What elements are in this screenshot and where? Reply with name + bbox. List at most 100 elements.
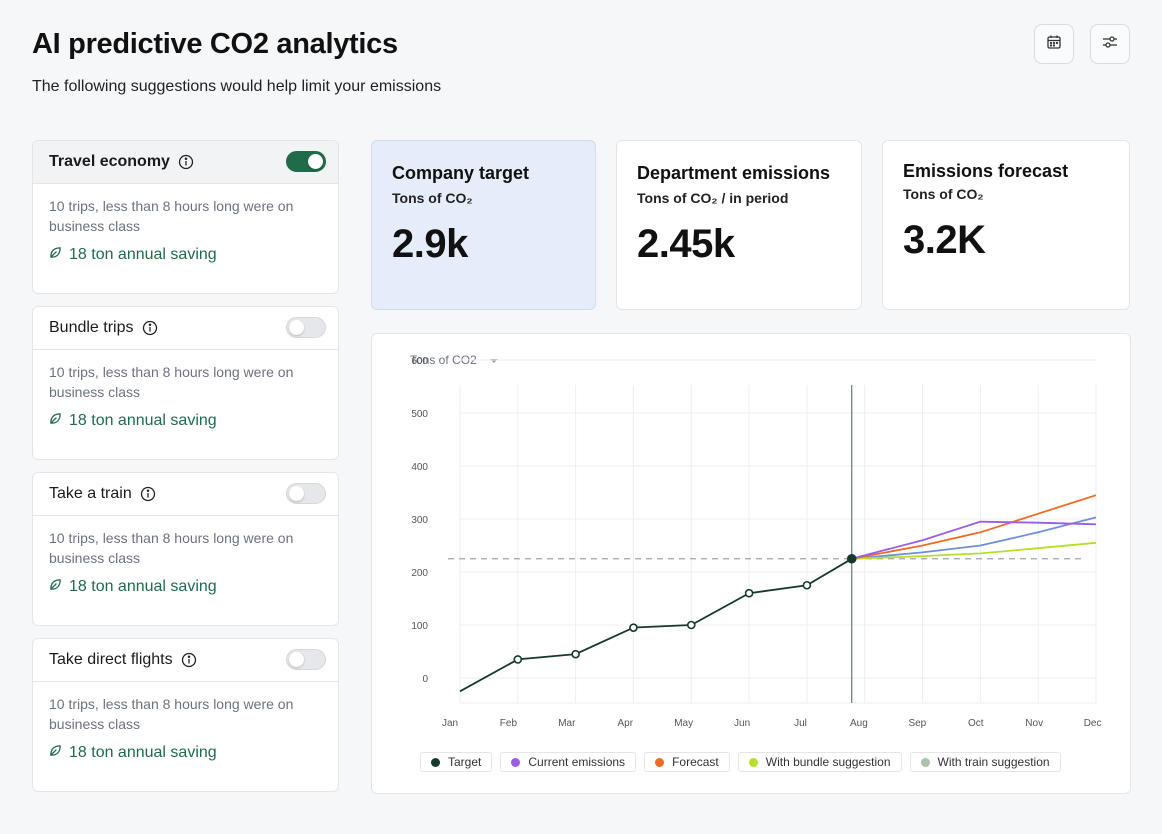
toggle-knob bbox=[289, 652, 304, 667]
kpi-title: Emissions forecast bbox=[903, 161, 1069, 181]
x-tick-label: Nov bbox=[1025, 718, 1043, 729]
page-subtitle: The following suggestions would help lim… bbox=[32, 78, 442, 95]
series-line-current-emissions bbox=[851, 520, 1097, 560]
legend-label: Current emissions bbox=[528, 755, 626, 769]
calendar-button[interactable] bbox=[1034, 24, 1074, 64]
saving-text: 18 ton annual saving bbox=[69, 744, 217, 761]
suggestion-toggle[interactable] bbox=[286, 649, 326, 670]
x-tick-label: Aug bbox=[850, 718, 868, 729]
suggestion-description: 10 trips, less than 8 hours long were on… bbox=[49, 696, 294, 732]
target-point bbox=[513, 655, 523, 664]
suggestion-card-take-direct-flights: Take direct flights 10 trips, less than … bbox=[32, 638, 339, 792]
x-tick-label: Sep bbox=[908, 718, 926, 729]
suggestion-card-travel-economy: Travel economy 10 trips, less than 8 hou… bbox=[32, 140, 339, 294]
unit-selector-label: Tons of CO2 bbox=[410, 353, 477, 367]
target-point bbox=[802, 580, 812, 590]
suggestion-description: 10 trips, less than 8 hours long were on… bbox=[49, 530, 294, 566]
kpi-subtitle: Tons of CO₂ bbox=[903, 186, 984, 202]
legend-dot bbox=[431, 757, 440, 767]
suggestion-header: Take direct flights bbox=[33, 639, 338, 682]
legend-item[interactable]: With bundle suggestion bbox=[737, 752, 902, 772]
y-tick-label: 300 bbox=[411, 515, 428, 526]
target-point bbox=[744, 588, 754, 598]
x-tick-label: Mar bbox=[558, 718, 576, 729]
y-tick-label: 500 bbox=[411, 409, 428, 420]
kpi-company-target: Company target Tons of CO₂ 2.9k bbox=[371, 140, 596, 310]
suggestion-saving: 18 ton annual saving bbox=[33, 568, 338, 596]
y-tick-label: 0 bbox=[422, 674, 428, 685]
suggestion-header: Take a train bbox=[33, 473, 338, 516]
x-tick-label: Dec bbox=[1084, 718, 1102, 729]
legend-dot bbox=[920, 757, 930, 767]
kpi-subtitle: Tons of CO₂ / in period bbox=[637, 190, 789, 206]
filter-settings-button[interactable] bbox=[1090, 24, 1130, 64]
target-point bbox=[571, 649, 580, 659]
suggestion-title: Travel economy bbox=[49, 153, 170, 170]
target-point bbox=[846, 553, 857, 564]
kpi-department-emissions: Department emissions Tons of CO₂ / in pe… bbox=[616, 140, 862, 310]
legend-label: Target bbox=[448, 755, 482, 769]
chart-legend: Target Current emissions Forecast With bund… bbox=[420, 752, 1061, 772]
y-tick-label: 200 bbox=[411, 568, 428, 579]
legend-item[interactable]: Forecast bbox=[644, 752, 730, 772]
kpi-value: 2.9k bbox=[392, 222, 468, 266]
suggestion-title: Bundle trips bbox=[49, 319, 134, 336]
emissions-chart-card: Tons of CO2 0 100 200 300 400 500 600 Jan Feb Mar… bbox=[371, 333, 1131, 794]
emissions-line-chart: 0 100 200 300 400 500 600 Jan Feb Mar Apr May Jun Jul… bbox=[411, 356, 1102, 729]
legend-dot bbox=[748, 757, 758, 767]
y-tick-label: 600 bbox=[411, 356, 428, 367]
kpi-value: 3.2K bbox=[903, 218, 986, 262]
kpi-value: 2.45k bbox=[637, 222, 735, 266]
legend-label: With bundle suggestion bbox=[765, 755, 891, 769]
suggestion-toggle[interactable] bbox=[286, 317, 326, 338]
suggestion-title: Take direct flights bbox=[49, 651, 173, 668]
legend-label: With train suggestion bbox=[937, 755, 1050, 769]
target-point bbox=[686, 620, 696, 630]
leaf-icon bbox=[49, 412, 62, 430]
suggestion-toggle[interactable] bbox=[286, 151, 326, 172]
legend-label: Forecast bbox=[672, 755, 719, 769]
page-title: AI predictive CO2 analytics bbox=[32, 28, 398, 60]
toggle-knob bbox=[289, 486, 304, 501]
suggestion-description: 10 trips, less than 8 hours long were on… bbox=[49, 364, 294, 400]
legend-item[interactable]: With train suggestion bbox=[909, 752, 1061, 772]
legend-item[interactable]: Current emissions bbox=[500, 752, 637, 772]
y-tick-label: 100 bbox=[411, 621, 428, 632]
saving-text: 18 ton annual saving bbox=[69, 578, 217, 595]
suggestion-toggle[interactable] bbox=[286, 483, 326, 504]
info-icon[interactable] bbox=[178, 154, 194, 170]
series-line-target bbox=[459, 558, 853, 693]
legend-item[interactable]: Target bbox=[420, 752, 493, 772]
suggestion-header: Bundle trips bbox=[33, 307, 338, 350]
x-tick-label: Jan bbox=[442, 718, 458, 729]
kpi-title: Department emissions bbox=[637, 163, 831, 183]
leaf-icon bbox=[49, 246, 62, 264]
info-icon[interactable] bbox=[140, 486, 156, 502]
suggestion-card-take-a-train: Take a train 10 trips, less than 8 hours… bbox=[32, 472, 339, 626]
saving-text: 18 ton annual saving bbox=[69, 246, 217, 263]
suggestion-saving: 18 ton annual saving bbox=[33, 734, 338, 762]
suggestion-description: 10 trips, less than 8 hours long were on… bbox=[49, 198, 294, 234]
suggestion-title: Take a train bbox=[49, 485, 132, 502]
toggle-knob bbox=[308, 154, 323, 169]
saving-text: 18 ton annual saving bbox=[69, 412, 217, 429]
info-icon[interactable] bbox=[181, 652, 197, 668]
info-icon[interactable] bbox=[142, 320, 158, 336]
suggestion-saving: 18 ton annual saving bbox=[33, 236, 338, 264]
legend-dot bbox=[655, 757, 665, 767]
kpi-emissions-forecast: Emissions forecast Tons of CO₂ 3.2K bbox=[882, 140, 1130, 310]
x-tick-label: Jul bbox=[794, 718, 807, 729]
y-tick-label: 400 bbox=[411, 462, 428, 473]
x-tick-label: Apr bbox=[617, 718, 633, 729]
suggestion-saving: 18 ton annual saving bbox=[33, 402, 338, 430]
leaf-icon bbox=[49, 744, 62, 762]
x-tick-label: Jun bbox=[734, 718, 750, 729]
toggle-knob bbox=[289, 320, 304, 335]
x-tick-label: Oct bbox=[968, 718, 984, 729]
x-tick-label: Feb bbox=[500, 718, 518, 729]
calendar-icon bbox=[1046, 34, 1062, 55]
kpi-title: Company target bbox=[392, 163, 530, 183]
sliders-icon bbox=[1101, 34, 1119, 55]
series-line-with-bundle-suggestion bbox=[851, 541, 1097, 560]
kpi-subtitle: Tons of CO₂ bbox=[392, 190, 473, 206]
